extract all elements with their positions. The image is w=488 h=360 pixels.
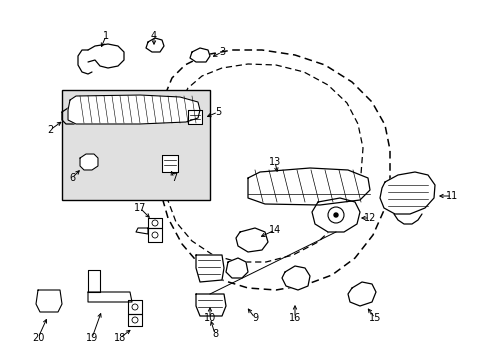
Text: 4: 4 bbox=[151, 31, 157, 41]
Polygon shape bbox=[196, 294, 225, 316]
Polygon shape bbox=[347, 282, 375, 306]
Text: 7: 7 bbox=[170, 173, 177, 183]
Text: 1: 1 bbox=[103, 31, 109, 41]
Text: 3: 3 bbox=[219, 47, 224, 57]
Text: 5: 5 bbox=[214, 107, 221, 117]
Polygon shape bbox=[136, 228, 148, 234]
Text: 2: 2 bbox=[47, 125, 53, 135]
Polygon shape bbox=[187, 110, 202, 124]
Text: 17: 17 bbox=[134, 203, 146, 213]
Text: 13: 13 bbox=[268, 157, 281, 167]
Polygon shape bbox=[146, 38, 163, 52]
Polygon shape bbox=[36, 290, 62, 312]
Polygon shape bbox=[128, 300, 142, 314]
Bar bbox=[62, 90, 209, 200]
Polygon shape bbox=[282, 266, 309, 290]
Text: 16: 16 bbox=[288, 313, 301, 323]
Polygon shape bbox=[196, 255, 224, 282]
Text: 18: 18 bbox=[114, 333, 126, 343]
Polygon shape bbox=[311, 198, 359, 232]
Text: 20: 20 bbox=[32, 333, 44, 343]
Polygon shape bbox=[379, 172, 434, 214]
Text: 11: 11 bbox=[445, 191, 457, 201]
Polygon shape bbox=[62, 108, 80, 124]
Polygon shape bbox=[80, 154, 98, 170]
Polygon shape bbox=[68, 95, 200, 124]
Polygon shape bbox=[148, 228, 162, 242]
Polygon shape bbox=[88, 270, 100, 292]
Text: 9: 9 bbox=[251, 313, 258, 323]
Circle shape bbox=[333, 213, 337, 217]
Polygon shape bbox=[247, 168, 369, 205]
Text: 6: 6 bbox=[69, 173, 75, 183]
Polygon shape bbox=[88, 292, 132, 302]
Text: 19: 19 bbox=[86, 333, 98, 343]
Text: 15: 15 bbox=[368, 313, 381, 323]
Polygon shape bbox=[128, 314, 142, 326]
Polygon shape bbox=[225, 258, 247, 278]
Polygon shape bbox=[162, 155, 178, 172]
Text: 14: 14 bbox=[268, 225, 281, 235]
Text: 8: 8 bbox=[211, 329, 218, 339]
Text: 12: 12 bbox=[363, 213, 375, 223]
Polygon shape bbox=[190, 48, 209, 62]
Polygon shape bbox=[148, 218, 162, 228]
Polygon shape bbox=[236, 228, 267, 252]
Text: 10: 10 bbox=[203, 313, 216, 323]
